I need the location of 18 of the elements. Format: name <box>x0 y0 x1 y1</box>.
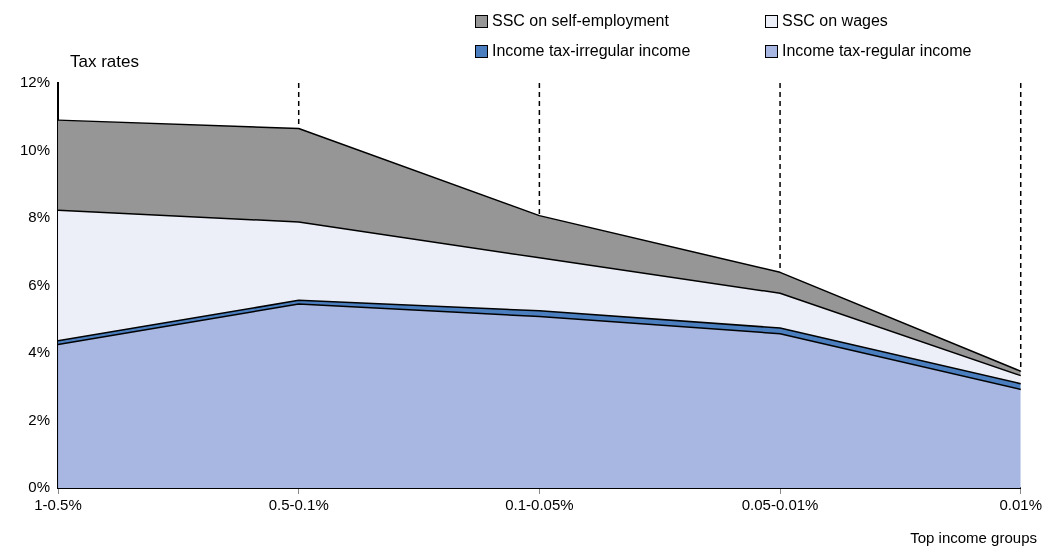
legend-label: Income tax-regular income <box>782 42 972 60</box>
y-tick-label: 8% <box>28 208 51 226</box>
x-tick-label: 0.1-0.05% <box>505 496 574 514</box>
y-tick-label: 6% <box>28 275 51 293</box>
x-tick-label: 1-0.5% <box>34 496 82 514</box>
y-axis-title: Tax rates <box>70 52 139 72</box>
y-tick-label: 4% <box>28 343 51 361</box>
y-tick-label: 10% <box>19 140 51 158</box>
y-tick-label: 2% <box>28 410 51 428</box>
x-tick-label: 0.01% <box>999 496 1043 514</box>
x-axis-title: Top income groups <box>910 529 1037 546</box>
y-tick-label: 0% <box>28 478 51 496</box>
legend-label: SSC on self-employment <box>492 12 669 30</box>
legend-label: SSC on wages <box>782 12 888 30</box>
x-tick-label: 0.05-0.01% <box>741 496 819 514</box>
legend-label: Income tax-irregular income <box>492 42 691 60</box>
y-tick-label: 12% <box>19 73 51 91</box>
x-tick-label: 0.5-0.1% <box>268 496 329 514</box>
